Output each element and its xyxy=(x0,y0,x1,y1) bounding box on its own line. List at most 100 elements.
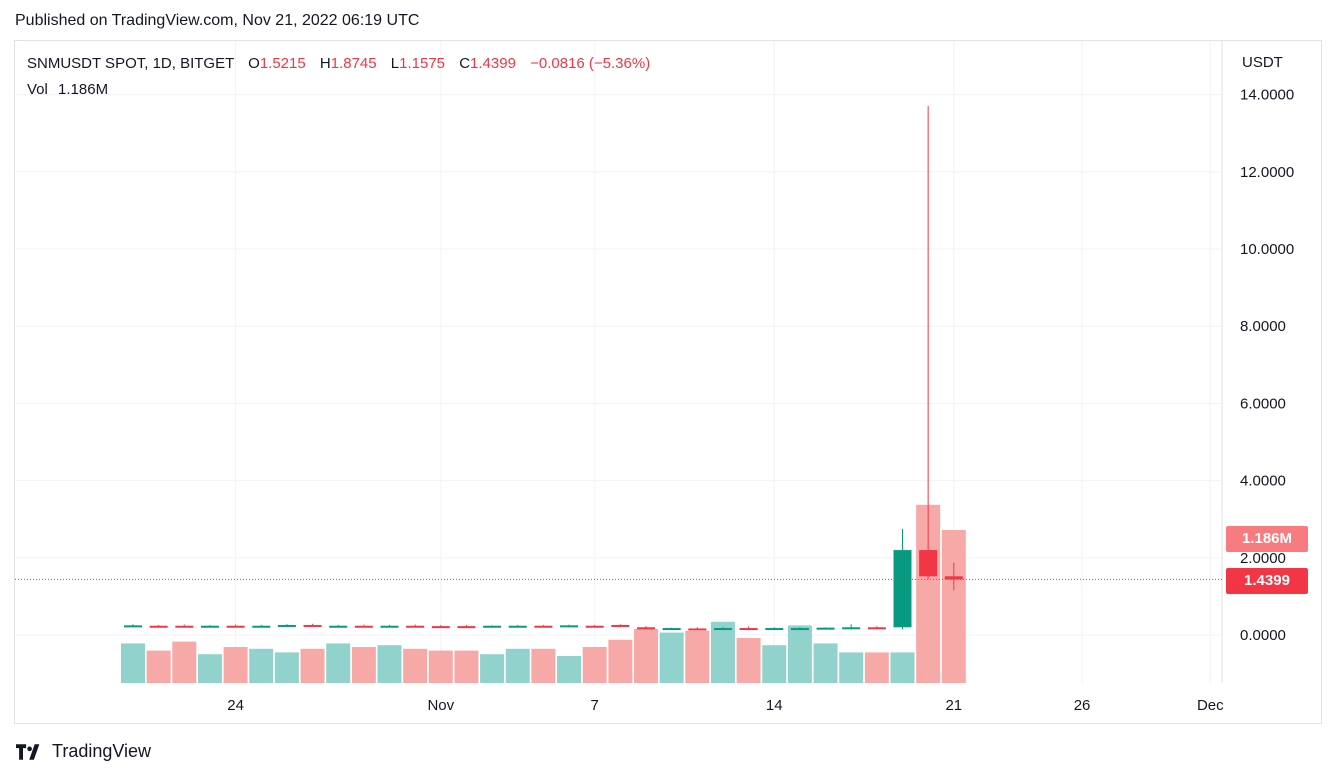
candle-body xyxy=(688,628,707,631)
volume-bar xyxy=(480,654,505,683)
volume-bar xyxy=(531,648,556,683)
candle-body xyxy=(252,625,271,628)
price-badge: 1.4399 xyxy=(1226,568,1308,594)
volume-bar xyxy=(659,632,684,683)
volume-bar xyxy=(685,630,710,683)
candle-body xyxy=(354,625,373,628)
candle-body xyxy=(226,625,245,628)
y-tick-label: 0.0000 xyxy=(1240,627,1286,644)
candle-body xyxy=(713,628,732,631)
candle-body xyxy=(893,550,912,628)
candle-body xyxy=(508,625,527,628)
volume-badge: 1.186M xyxy=(1226,526,1308,552)
high-label: H xyxy=(319,55,331,72)
volume-legend: Vol 1.186M xyxy=(27,81,108,98)
published-note: Published on TradingView.com, Nov 21, 20… xyxy=(15,12,420,29)
high-value: 1.8745 xyxy=(330,55,377,72)
volume-bar xyxy=(890,652,915,683)
brand-name: TradingView xyxy=(52,741,152,761)
candle-body xyxy=(919,550,938,577)
volume-bar xyxy=(351,647,376,683)
low-value: 1.1575 xyxy=(399,55,446,72)
volume-bar xyxy=(864,652,889,683)
candle-body xyxy=(662,628,681,631)
volume-bar xyxy=(813,643,838,683)
y-tick-label: 14.0000 xyxy=(1240,87,1294,104)
volume-bar xyxy=(839,652,864,683)
volume-bar xyxy=(428,650,453,683)
y-tick-label: 10.0000 xyxy=(1240,241,1294,258)
open-value: 1.5215 xyxy=(259,55,306,72)
volume-bar xyxy=(710,621,735,683)
volume-bar xyxy=(197,654,222,683)
volume-bar xyxy=(326,643,351,683)
open-label: O xyxy=(248,55,260,72)
volume-bar xyxy=(736,638,761,683)
symbol-label[interactable]: SNMUSDT SPOT, 1D, BITGET xyxy=(27,55,234,72)
volume-label: Vol xyxy=(27,81,48,98)
y-tick-label: 8.0000 xyxy=(1240,318,1286,335)
volume-bar xyxy=(941,530,966,683)
volume-bar xyxy=(377,645,402,683)
x-tick-label: 21 xyxy=(945,697,962,714)
candle-body xyxy=(303,624,322,627)
x-tick-label: 14 xyxy=(766,697,783,714)
volume-bar xyxy=(274,652,299,683)
volume-bar xyxy=(403,648,428,683)
candle-body xyxy=(329,625,348,628)
candle-body xyxy=(124,625,142,628)
candle-body xyxy=(457,626,476,629)
close-value: 1.4399 xyxy=(470,55,516,72)
volume-bar xyxy=(762,645,787,683)
volume-bar xyxy=(300,648,325,683)
candle-body xyxy=(406,625,425,628)
candle-body xyxy=(534,625,553,628)
x-tick-label: Dec xyxy=(1197,697,1224,714)
candle-body xyxy=(277,624,296,627)
candle-body xyxy=(765,628,784,631)
volume-bar xyxy=(121,643,145,683)
volume-bar xyxy=(172,641,197,683)
candle-body xyxy=(483,625,502,628)
volume-value: 1.186M xyxy=(58,81,109,98)
candle-body xyxy=(585,625,604,628)
change-value: −0.0816 (−5.36%) xyxy=(530,55,651,72)
candle-body xyxy=(944,576,963,580)
candle-body xyxy=(867,627,886,630)
volume-bar xyxy=(557,656,582,683)
candle-body xyxy=(200,625,219,628)
candle-body xyxy=(149,625,168,628)
candle-body xyxy=(816,627,835,630)
volume-bar xyxy=(146,650,171,683)
volume-bar xyxy=(505,648,530,683)
volume-bar xyxy=(582,647,607,683)
ohlc-legend: SNMUSDT SPOT, 1D, BITGET O1.5215 H1.8745… xyxy=(27,55,650,72)
candle-body xyxy=(739,628,758,631)
y-tick-label: 2.0000 xyxy=(1240,550,1286,567)
low-label: L xyxy=(390,55,400,72)
tradingview-logo-icon xyxy=(16,743,40,760)
y-tick-label: 12.0000 xyxy=(1240,164,1294,181)
candle-body xyxy=(431,626,450,629)
candle-body xyxy=(637,627,655,630)
chart-frame xyxy=(14,40,1322,724)
volume-bar xyxy=(249,648,274,683)
y-tick-label: 6.0000 xyxy=(1240,395,1286,412)
candle-body xyxy=(175,625,194,628)
y-tick-label: 4.0000 xyxy=(1240,473,1286,490)
volume-bar xyxy=(634,629,658,683)
x-tick-label: 26 xyxy=(1074,697,1091,714)
volume-bar xyxy=(608,639,633,683)
x-tick-label: 24 xyxy=(227,697,244,714)
close-label: C xyxy=(459,55,471,72)
candle-body xyxy=(380,625,399,628)
x-tick-label: 7 xyxy=(591,697,599,714)
candle-body xyxy=(611,624,630,627)
volume-bar xyxy=(223,647,248,683)
candle-body xyxy=(790,628,809,631)
x-tick-label: Nov xyxy=(427,697,454,714)
candle-body xyxy=(560,625,579,628)
candle-body xyxy=(842,627,861,630)
tradingview-brand[interactable]: TradingView xyxy=(16,741,151,762)
